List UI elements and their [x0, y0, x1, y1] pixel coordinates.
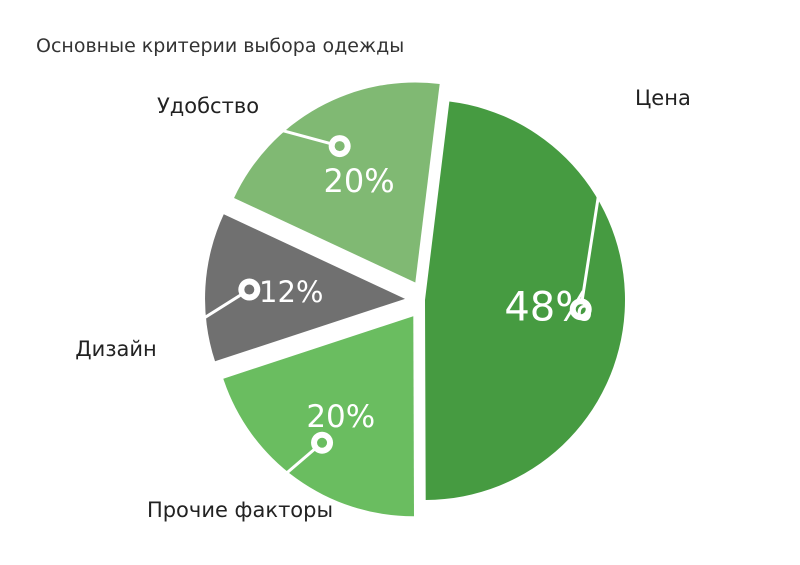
slice-3-callout-line — [184, 288, 251, 332]
chart-title: Основные критерии выбора одежды — [36, 35, 404, 57]
slice-3-wedge — [205, 214, 406, 362]
slice-4-percent-label: 20% — [324, 162, 395, 200]
slice-2-wedge — [223, 316, 414, 517]
slice-4-callout-line — [224, 113, 341, 148]
slice-2-category-label: Прочие факторы — [147, 498, 333, 522]
slice-3-category-label: Дизайн — [75, 337, 156, 361]
callouts: Цена Прочие факторы Дизайн Удобство — [75, 86, 691, 522]
slice-1-percent-label: 48% — [504, 284, 593, 330]
percent-labels: 48% 20% 12% 20% — [259, 162, 593, 435]
slice-2-percent-label: 20% — [306, 399, 375, 435]
slice-1-callout-line — [579, 172, 604, 310]
slice-1-category-label: Цена — [635, 86, 691, 110]
slice-2-callout-dot-center — [317, 437, 328, 448]
slice-2-callout-line — [239, 441, 324, 515]
slice-4-category-label: Удобство — [157, 94, 259, 118]
slice-3-callout-dot-center — [244, 284, 255, 295]
slice-1-wedge — [425, 101, 625, 500]
slice-4-callout-dot-center — [334, 141, 345, 152]
slice-1-callout-dot-center — [575, 304, 586, 315]
slice-3-percent-label: 12% — [259, 275, 323, 309]
